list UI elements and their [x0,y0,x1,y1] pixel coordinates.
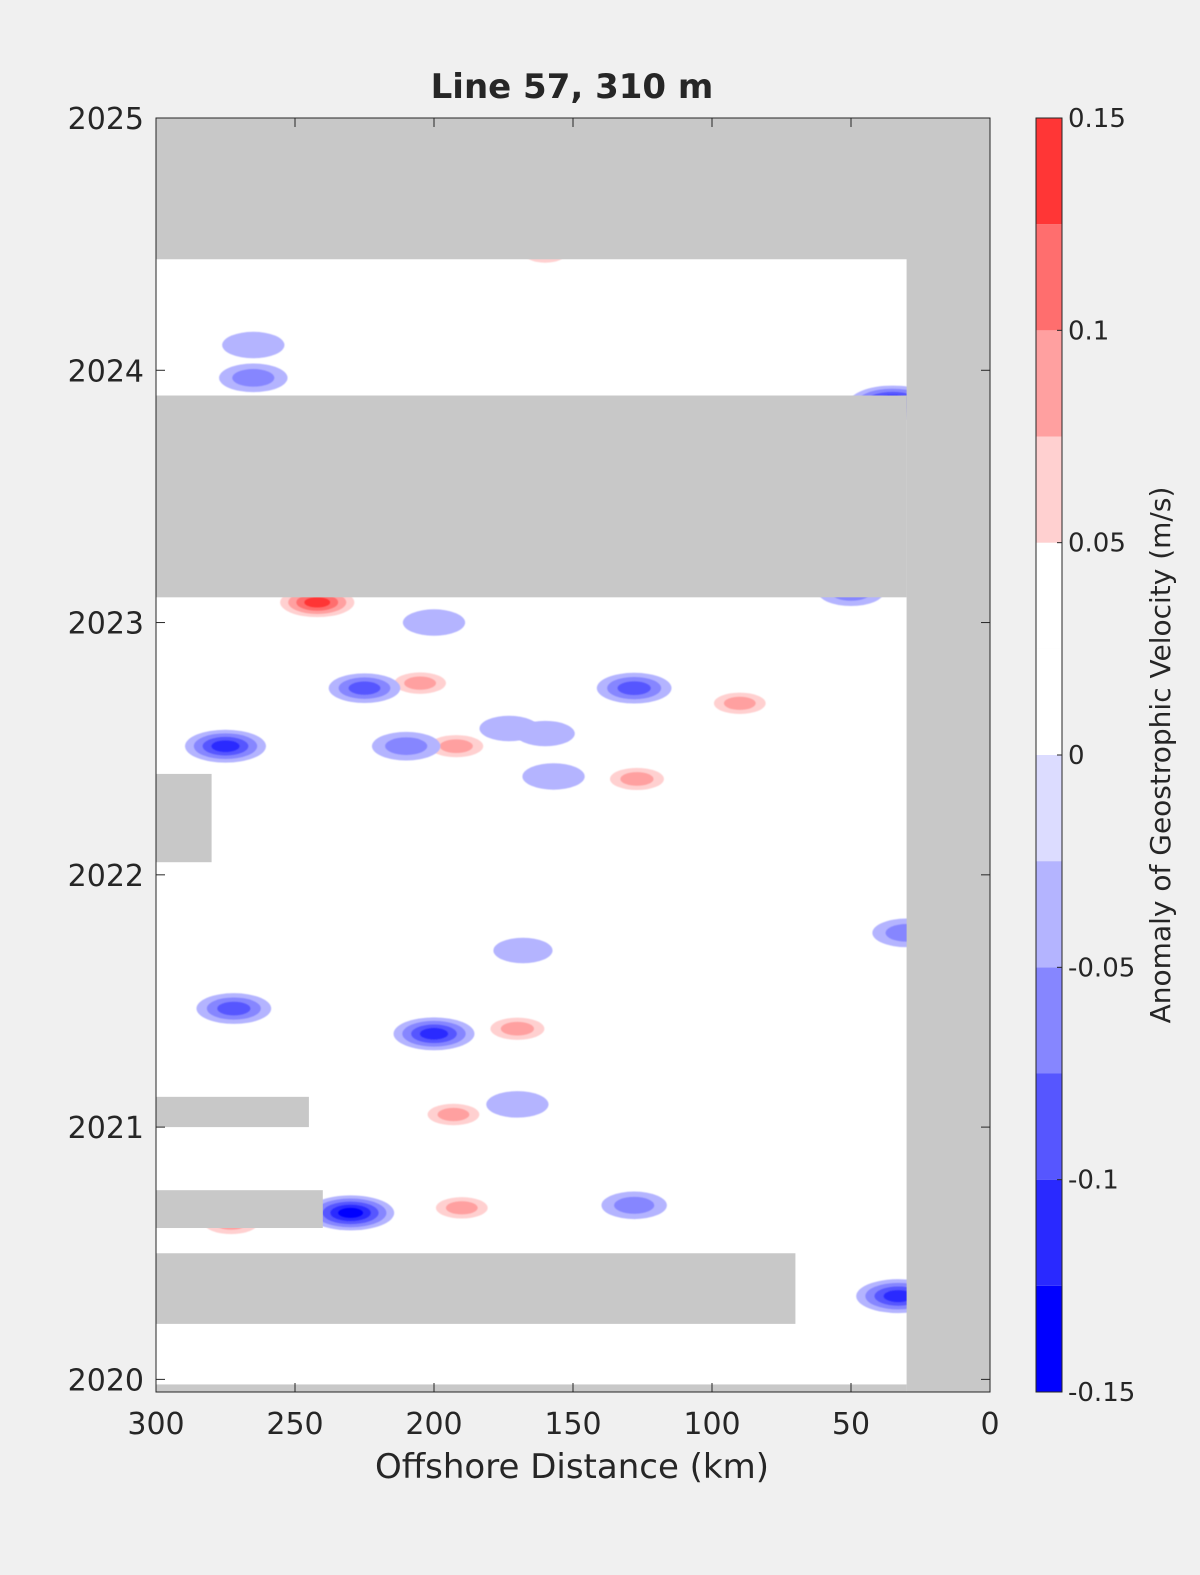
y-tick-label: 2021 [68,1111,144,1146]
anomaly-2 [307,1195,395,1231]
anomaly-20 [601,1191,667,1220]
x-tick-label: 200 [405,1407,462,1442]
colorbar-label: Anomaly of Geostrophic Velocity (m/s) [1144,487,1177,1024]
anomaly-8 [418,730,494,762]
anomaly-9 [384,668,456,698]
nodata-region-0 [156,118,990,260]
anomaly-10 [417,1099,490,1130]
anomaly-5 [393,1017,475,1051]
y-tick-label: 2020 [68,1363,144,1398]
y-tick-label: 2024 [68,354,144,389]
chart-title: Line 57, 310 m [431,67,714,107]
anomaly-33 [201,894,261,921]
nodata-region-4 [156,1096,309,1128]
anomaly-30 [493,937,553,964]
anomaly-31 [452,833,516,861]
x-tick-label: 250 [266,1407,323,1442]
anomaly-6 [480,1013,555,1045]
colorbar-band [1036,1073,1062,1180]
colorbar-tick-label: 0.05 [1068,529,1126,559]
anomaly-13 [328,673,401,703]
y-tick-label: 2023 [68,607,144,642]
colorbar-band [1036,224,1062,331]
colorbar: 0.15 0.1 0.05 0 -0.05 -0.1 -0.15 [1035,104,1135,1408]
x-tick-label: 50 [832,1407,870,1442]
anomaly-32 [515,720,575,747]
nodata-region-5 [156,1190,323,1229]
y-tick-label: 2022 [68,859,144,894]
nodata-region-1 [906,118,990,1392]
anomaly-16 [703,688,776,719]
colorbar-tick-label: -0.05 [1068,953,1135,983]
anomaly-37 [382,1076,442,1102]
nodata-region-6 [156,1253,796,1324]
x-axis-label: Offshore Distance (km) [375,1447,769,1487]
anomaly-7 [599,763,675,795]
colorbar-band [1036,118,1062,225]
colorbar-tick-label: 0.15 [1068,104,1126,134]
anomaly-38 [222,331,285,359]
y-axis: 2020 2021 2022 2023 2024 2025 [68,102,990,1398]
anomaly-26 [536,372,599,399]
anomaly-12 [596,672,672,704]
plot-area [156,118,990,1392]
anomaly-27 [486,1091,549,1118]
anomaly-14 [425,1193,498,1223]
colorbar-band [1036,861,1062,968]
anomaly-28 [522,763,585,790]
x-tick-label: 100 [683,1407,740,1442]
anomaly-34 [279,794,339,820]
anomaly-1 [185,729,266,763]
no-data-mask [156,118,990,1392]
anomaly-23 [191,684,254,712]
x-axis: 300 250 200 150 100 50 0 [127,118,1000,1442]
x-tick-label: 300 [127,1407,184,1442]
colorbar-tick-label: 0.1 [1068,316,1109,346]
y-tick-label: 2025 [68,102,144,137]
colorbar-band [1036,330,1062,437]
anomaly-19 [371,731,441,761]
nodata-region-2 [156,395,907,598]
anomaly-36 [458,992,521,1020]
colorbar-band [1036,1179,1062,1286]
colorbar-band [1036,648,1062,755]
nodata-region-3 [156,773,212,863]
anomaly-11 [196,993,272,1024]
colorbar-band [1036,1285,1062,1392]
anomaly-35 [402,609,466,636]
colorbar-band [1036,542,1062,649]
colorbar-band [1036,967,1062,1074]
nodata-region-7 [156,1384,907,1392]
x-tick-label: 0 [980,1407,999,1442]
anomaly-15 [219,363,288,393]
colorbar-tick-label: -0.15 [1068,1378,1135,1408]
x-tick-label: 150 [544,1407,601,1442]
colorbar-tick-label: -0.1 [1068,1166,1119,1196]
colorbar-band [1036,436,1062,543]
colorbar-tick-label: 0 [1068,741,1085,771]
anomaly-25 [764,286,827,313]
colorbar-band [1036,755,1062,862]
